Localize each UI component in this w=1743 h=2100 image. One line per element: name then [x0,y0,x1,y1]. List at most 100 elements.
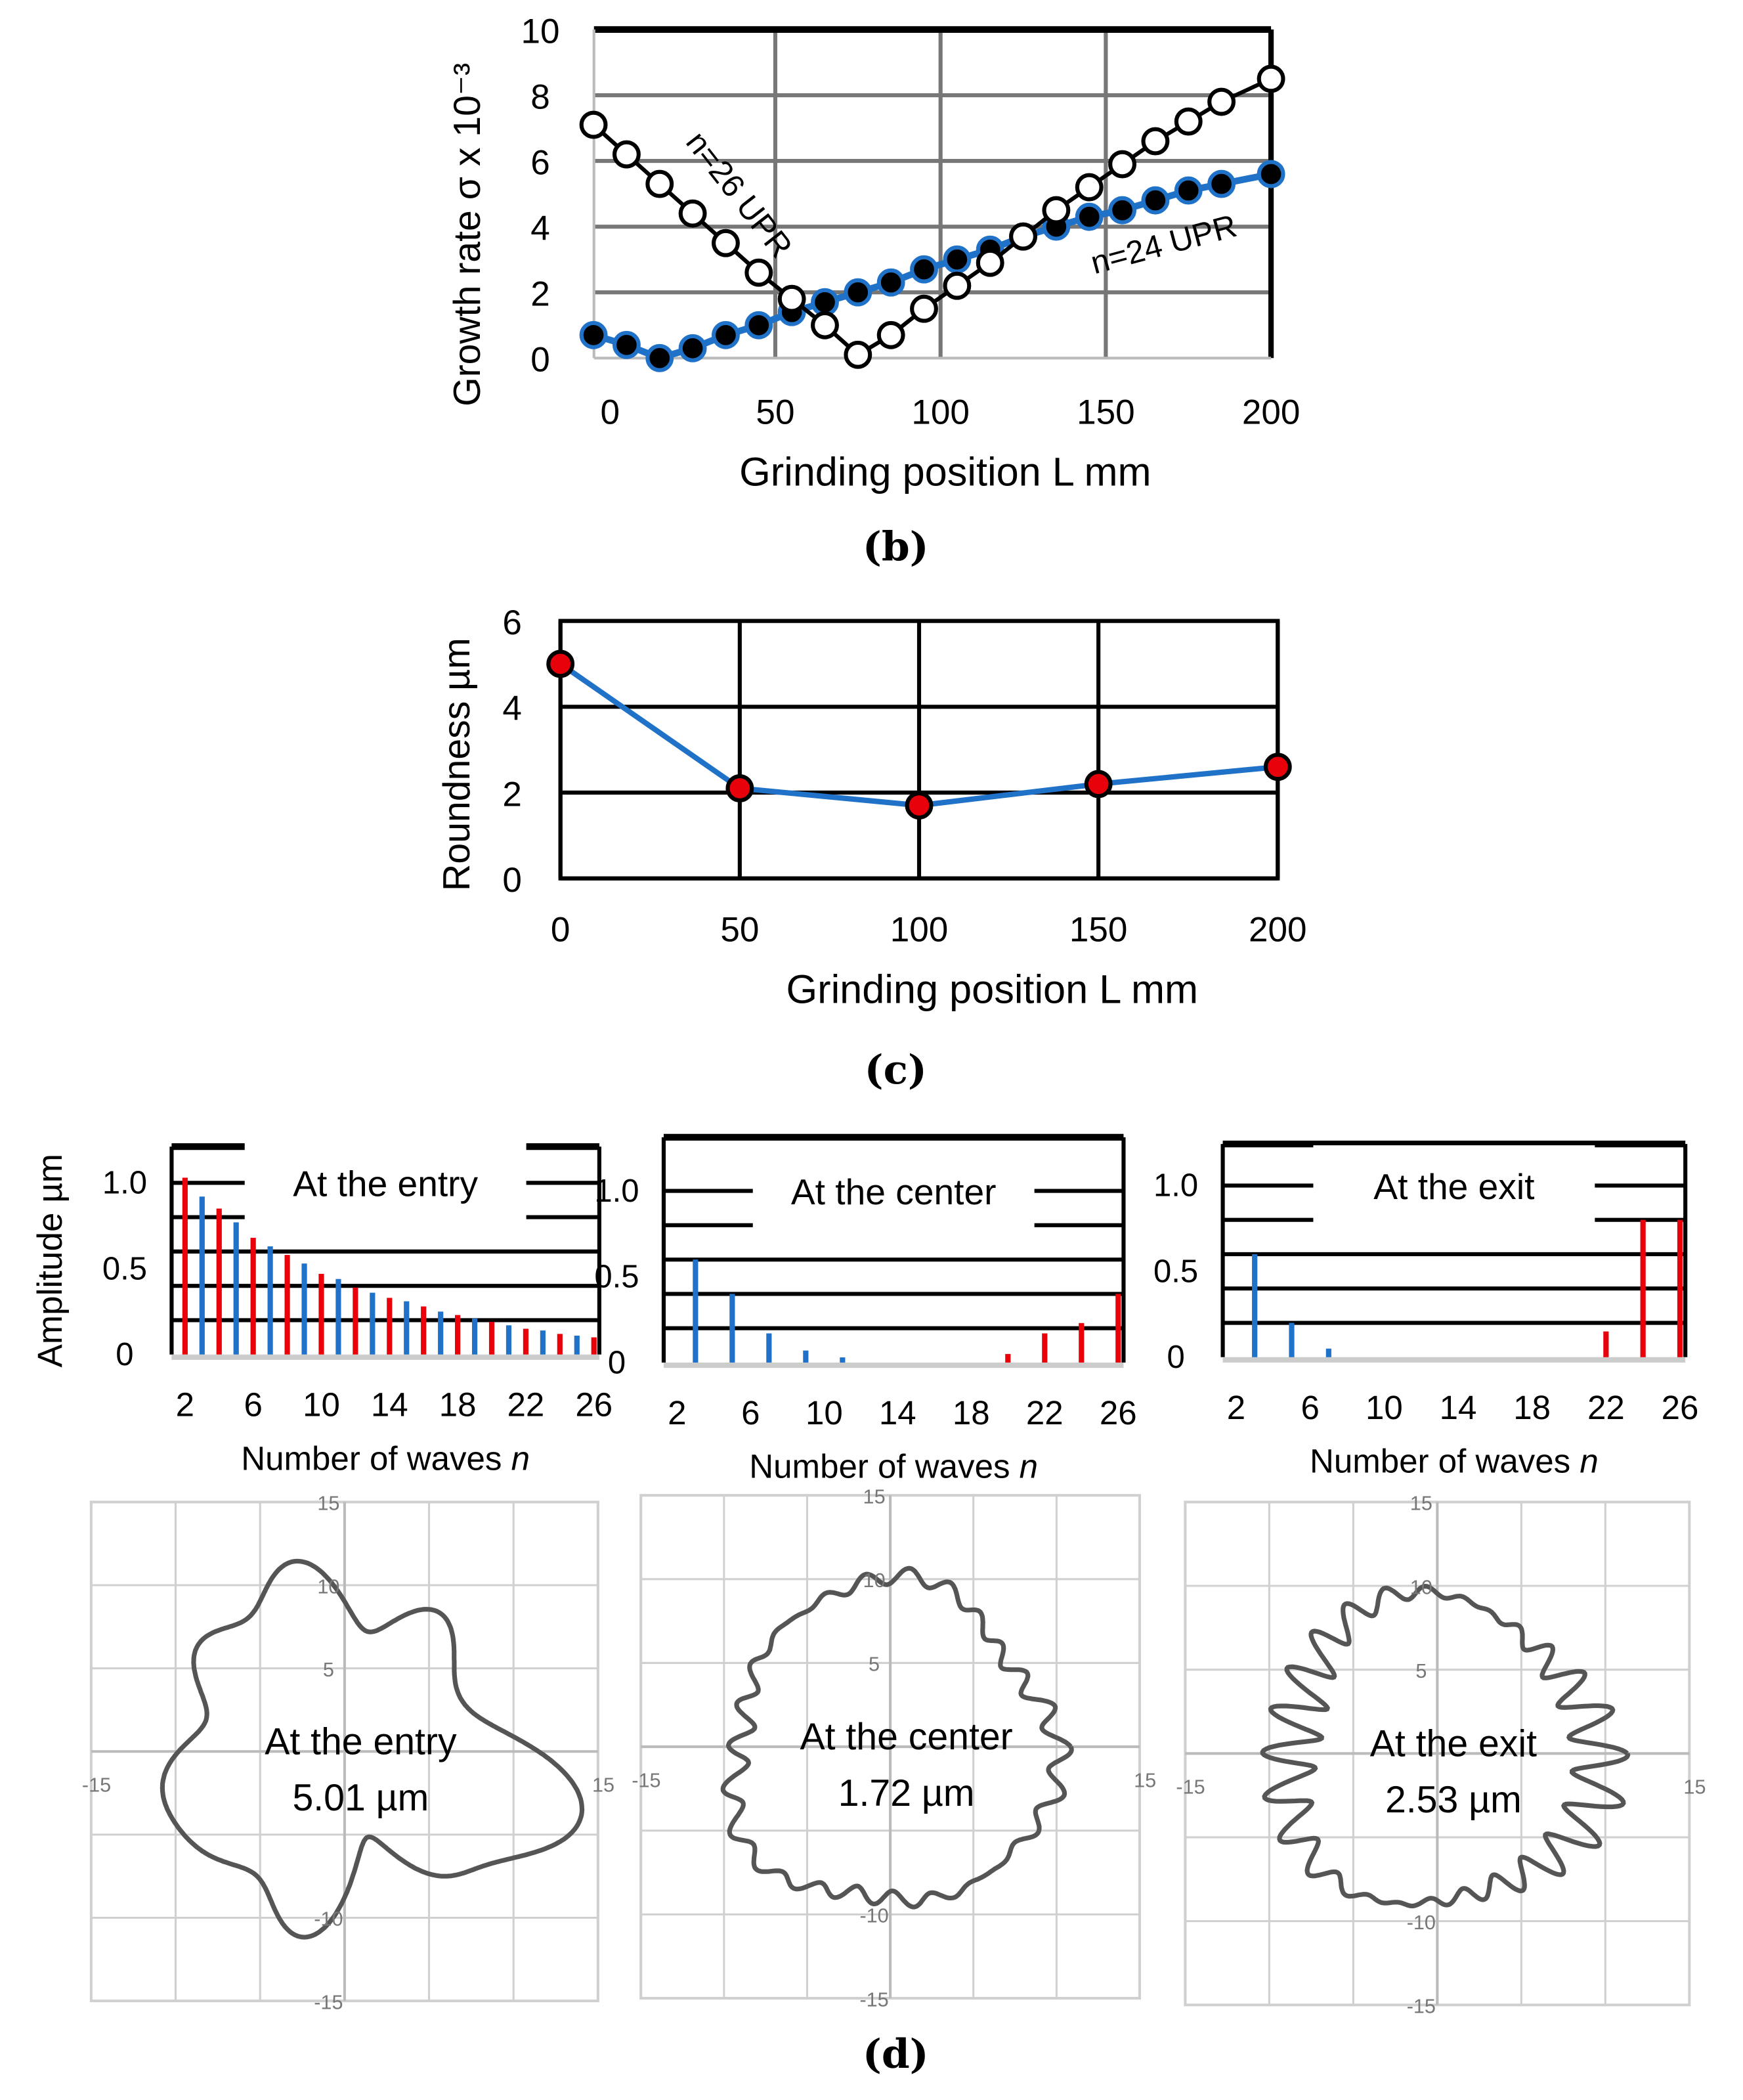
data-point-n24 [876,268,905,297]
x-axis-label: Number of waves n [749,1448,1038,1485]
x-tick-label: 14 [1440,1389,1477,1426]
bar-n11 [840,1357,846,1363]
x-tick-label: 0 [551,911,570,950]
y-tick-label: 2 [530,275,550,314]
data-point-n26 [1174,107,1203,136]
data-point [1084,770,1113,798]
y-tick-label: -10 [1407,1912,1436,1934]
x-tick-label: 100 [911,393,970,431]
bar-n23 [540,1330,546,1355]
data-point-n24 [943,245,972,274]
bar-n13 [370,1292,376,1355]
x-tick-label: 15 [1134,1769,1156,1791]
y-tick-label: -15 [314,1991,343,2013]
data-point-n24 [612,330,641,359]
bar-n3 [199,1196,205,1355]
bar-n22 [1042,1333,1048,1363]
y-tick-label: 15 [863,1485,886,1508]
x-tick-label: -15 [1176,1776,1205,1799]
panel-title: At the entry [293,1164,478,1204]
bar-n17 [438,1311,444,1355]
data-point-n26 [844,340,872,369]
y-tick-label: -10 [859,1905,888,1927]
bar-n2 [182,1177,188,1355]
y-tick-label: 1.0 [102,1166,147,1201]
bar-n15 [404,1301,410,1355]
x-tick-label: 50 [720,911,759,950]
y-tick-label: 4 [502,689,522,728]
x-tick-label: 22 [1026,1394,1064,1432]
x-tick-label: 14 [879,1394,916,1432]
data-point-n26 [1257,64,1285,93]
data-point-n26 [976,248,1004,277]
data-point-n26 [712,229,740,257]
caption-c: (c) [865,1046,927,1093]
data-point-n26 [811,311,839,339]
bar-n24 [1640,1219,1646,1357]
bar-n6 [250,1237,256,1355]
data-point-n24 [645,343,674,372]
bar-n7 [766,1333,772,1363]
y-tick-label: 5 [1415,1660,1427,1682]
x-tick-label: 10 [303,1386,340,1424]
x-tick-label: 6 [244,1386,262,1424]
roundness-value: 1.72 µm [838,1772,975,1814]
bar-n11 [335,1279,341,1355]
y-tick-label: 5 [869,1653,880,1676]
y-tick-label: 10 [1410,1576,1432,1598]
bar-n26 [1677,1219,1683,1357]
data-point-n24 [910,255,938,284]
panel-title-bg [752,1150,1035,1231]
x-axis-label: Grinding position L mm [786,967,1199,1012]
data-point-n26 [876,320,905,349]
x-tick-label: 18 [1513,1389,1551,1426]
x-tick-label: 15 [592,1774,614,1797]
y-tick-label: 15 [317,1493,339,1515]
x-tick-label: 10 [806,1394,843,1432]
data-point-n24 [579,320,608,349]
x-tick-label: 22 [1587,1389,1625,1426]
data-point-n26 [645,169,674,198]
bar-n21 [506,1325,512,1355]
x-tick-label: 2 [668,1394,686,1432]
bar-n14 [387,1298,393,1355]
bar-n24 [1079,1323,1085,1363]
data-point-n26 [1009,222,1037,251]
polar-label: At the exit [1370,1722,1537,1764]
bar-n5 [233,1222,239,1355]
x-tick-label: 200 [1249,911,1307,950]
x-tick-label: 200 [1242,393,1301,431]
polar-label: At the entry [265,1720,457,1762]
y-tick-label: 4 [530,209,550,248]
data-point-n26 [612,140,641,169]
data-point-n24 [1075,202,1104,231]
x-tick-label: 2 [176,1386,194,1424]
x-tick-label: 6 [1301,1389,1319,1426]
data-point-n26 [579,110,608,139]
bar-n3 [693,1259,699,1363]
data-point-n24 [744,311,773,339]
data-point-n26 [1108,150,1137,179]
panel-title: At the exit [1373,1166,1534,1207]
data-point-n26 [910,294,938,323]
y-tick-label: 0 [1167,1340,1184,1375]
y-tick-label: 2 [502,775,522,814]
data-point-n24 [712,320,740,349]
data-point-n24 [1174,176,1203,205]
bar-n4 [216,1208,222,1355]
data-point [1263,753,1292,781]
y-axis-label: Amplitude µm [31,1154,70,1368]
x-tick-label: 2 [1227,1389,1245,1426]
x-axis-label: Number of waves n [241,1439,530,1477]
x-tick-label: -15 [82,1774,111,1797]
bar-n22 [1603,1331,1609,1357]
bar-n18 [455,1315,461,1355]
panel-title: At the center [791,1171,997,1212]
y-tick-label: 10 [521,12,560,51]
y-tick-label: 0.5 [594,1259,639,1295]
data-point-n26 [1075,173,1104,202]
x-tick-label: 6 [741,1394,760,1432]
y-tick-label: 10 [863,1569,886,1592]
bar-n24 [557,1334,563,1355]
roundness-profile [1260,1584,1631,1909]
